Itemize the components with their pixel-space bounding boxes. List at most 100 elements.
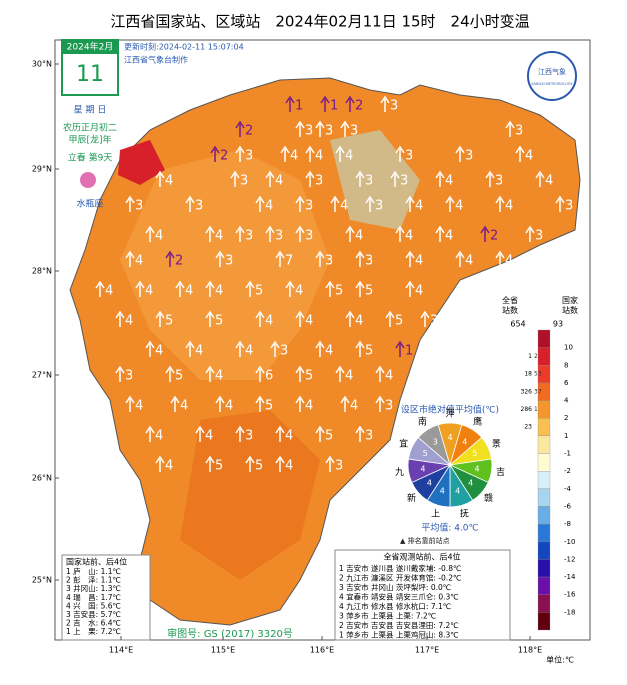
station-change: 4 — [165, 459, 173, 474]
legend-level: -10 — [564, 538, 575, 546]
arrow-head — [395, 340, 405, 349]
station-change: 4 — [285, 429, 293, 444]
province-rank-row: 4 宜春市 靖安县 靖安三爪仑: 0.3℃ — [339, 592, 459, 602]
pie-city: 景 — [492, 438, 501, 449]
pie-city: 九 — [395, 467, 404, 478]
lighter-zone — [120, 150, 330, 380]
legend-level: 4 — [564, 397, 569, 405]
arrow-head — [145, 340, 155, 349]
pie-city: 抚 — [460, 507, 469, 519]
pie-city: 新 — [407, 492, 416, 504]
arrow-head — [335, 145, 345, 154]
legend-swatch — [537, 435, 551, 454]
arrow-head — [495, 195, 505, 204]
legend-count-left: 1 — [528, 353, 532, 360]
arrow-head — [375, 395, 385, 404]
arrow-head — [345, 95, 355, 104]
station-change: 4 — [135, 399, 143, 414]
station-change: 4 — [355, 229, 363, 244]
station-change: 4 — [505, 254, 513, 269]
station-change: 3 — [465, 149, 473, 164]
arrow-head — [255, 365, 265, 374]
legend-level: -2 — [564, 467, 571, 475]
station-change: 4 — [445, 174, 453, 189]
station-change: 3 — [565, 199, 573, 214]
arrow-head — [145, 425, 155, 434]
arrow-head — [185, 195, 195, 204]
station-change: 3 — [400, 174, 408, 189]
legend-level: -4 — [564, 485, 572, 493]
station-change: 4 — [215, 229, 223, 244]
station-change: 3 — [280, 344, 288, 359]
lon-label: 116°E — [310, 646, 334, 655]
station-change: 5 — [255, 284, 263, 299]
station-change: 1 — [295, 99, 303, 114]
arrow-head — [320, 95, 330, 104]
station-change: 4 — [405, 229, 413, 244]
station-change: 3 — [405, 149, 413, 164]
national-rank-title: 国家站前、后4位 — [66, 557, 127, 567]
legend-level: -12 — [564, 555, 575, 563]
legend-count-left: 326 — [521, 388, 533, 395]
station-change: 3 — [325, 254, 333, 269]
station-change: 4 — [245, 344, 253, 359]
station-change: 4 — [265, 314, 273, 329]
arrow-head — [185, 340, 195, 349]
national-rank-row: 1 上 栗: 7.2℃ — [66, 627, 121, 636]
province-rank-row: 2 吉安市 吉安县 吉安县浬田: 7.2℃ — [339, 620, 459, 630]
arrow-head — [385, 310, 395, 319]
pie-city: 宜 — [399, 437, 408, 449]
arrow-head — [165, 250, 175, 259]
station-change: 3 — [125, 369, 133, 384]
station-change: 5 — [365, 344, 373, 359]
arrow-head — [145, 225, 155, 234]
legend-level: 2 — [564, 414, 568, 422]
arrow-head — [435, 170, 445, 179]
arrow-head — [215, 395, 225, 404]
hot-spot — [118, 140, 165, 185]
arrow-head — [155, 170, 165, 179]
station-change: 4 — [305, 314, 313, 329]
station-change: 3 — [315, 174, 323, 189]
dynamic-layer: 30°N 29°N 28°N 27°N 26°N 25°N 114°E 115°E 116°E 1… — [32, 60, 578, 655]
legend-count-right: 2 — [534, 353, 538, 360]
legend-swatch — [537, 576, 551, 595]
arrow-head — [235, 340, 245, 349]
arrow-head — [375, 365, 385, 374]
legend-swatch — [537, 541, 551, 560]
zodiac-icon — [80, 172, 96, 188]
station-change: 3 — [365, 254, 373, 269]
arrow-head — [355, 250, 365, 259]
station-change: 4 — [265, 199, 273, 214]
lat-label: 25°N — [32, 576, 52, 585]
arrow-head — [485, 170, 495, 179]
station-change: 4 — [345, 369, 353, 384]
arrow-head — [480, 225, 490, 234]
arrow-head — [125, 395, 135, 404]
legend-level: -14 — [564, 573, 576, 581]
station-change: 3 — [375, 199, 383, 214]
province-rank-row: 3 萍乡市 上栗县 上栗: 7.2℃ — [339, 611, 436, 621]
station-change: 5 — [265, 399, 273, 414]
arrow-head — [235, 145, 245, 154]
station-change: 4 — [295, 284, 303, 299]
arrow-head — [505, 120, 515, 129]
arrow-head — [515, 145, 525, 154]
title: 江西省国家站、区域站 2024年02月11日 15时 24小时变温 — [110, 13, 529, 31]
station-change: 4 — [195, 344, 203, 359]
date-box-header — [62, 40, 118, 54]
arrow-head — [215, 250, 225, 259]
arrow-head — [285, 95, 295, 104]
legend-swatch — [537, 453, 551, 472]
date-day: 11 — [76, 62, 104, 87]
station-change: 3 — [515, 124, 523, 139]
province-rank-row: 1 吉安市 遂川县 遂川戴家埔: -0.8℃ — [339, 563, 461, 573]
national-rank-row: 3 井冈山: 1.3℃ — [66, 583, 121, 593]
legend-swatch — [537, 400, 551, 419]
arrow-head — [345, 310, 355, 319]
pie-city: 南 — [418, 416, 427, 428]
station-change: 4 — [185, 284, 193, 299]
station-change: 5 — [305, 369, 313, 384]
station-change: 4 — [355, 314, 363, 329]
